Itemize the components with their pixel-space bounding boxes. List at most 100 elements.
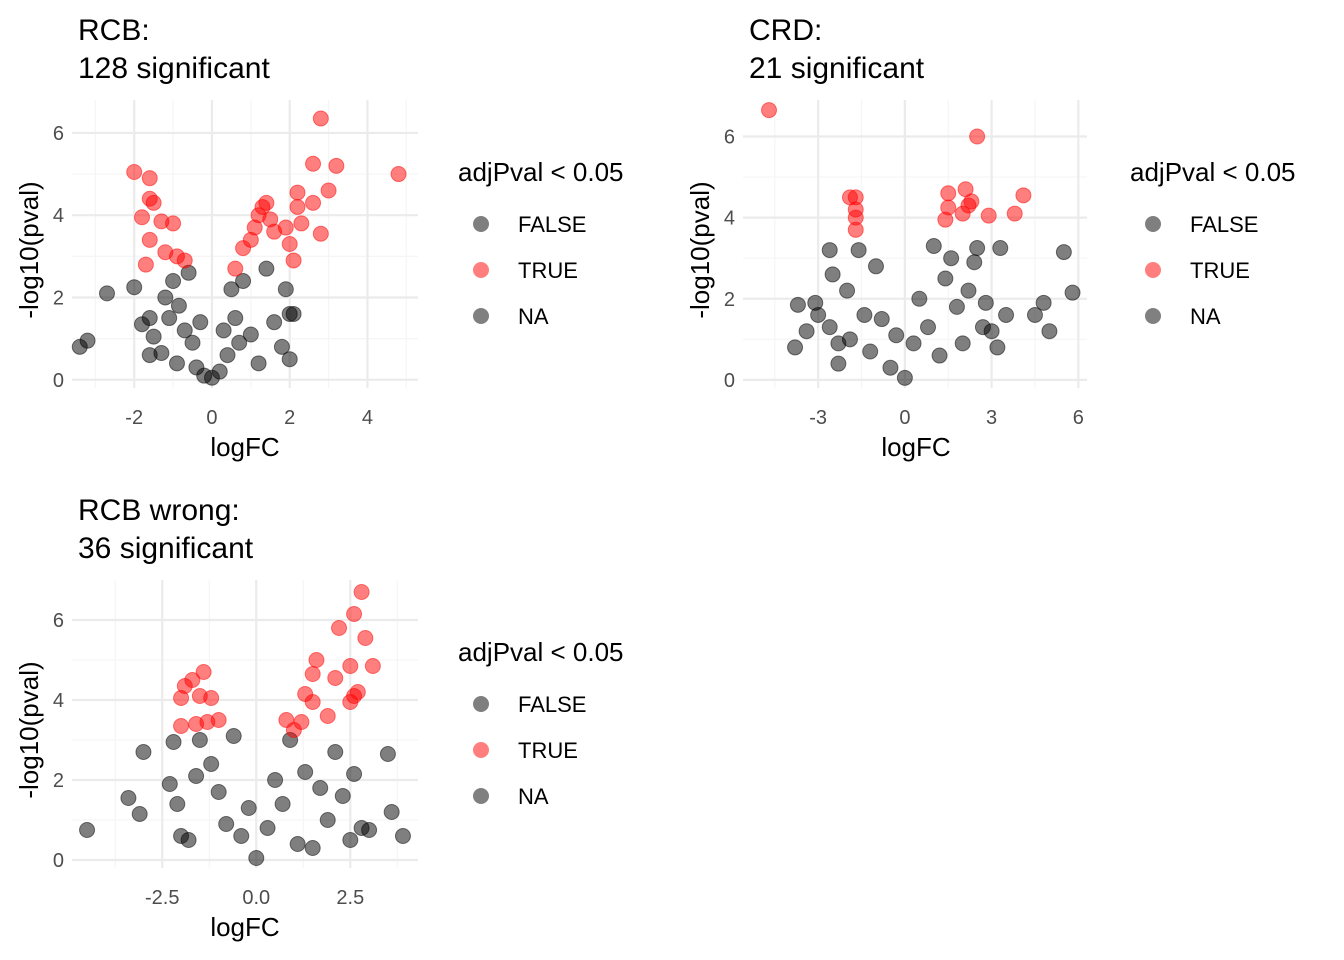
data-point-false: [176, 322, 193, 339]
data-point-false: [126, 279, 143, 296]
legend-title: adjPval < 0.05: [458, 157, 624, 187]
data-point-false: [170, 297, 187, 314]
data-point-true: [176, 252, 193, 269]
data-point-true: [173, 718, 190, 734]
data-point-false: [285, 305, 302, 322]
data-point-true: [141, 231, 158, 248]
legend-label-true: TRUE: [1190, 258, 1250, 283]
data-point-false: [821, 319, 838, 336]
data-point-false: [334, 788, 351, 804]
data-point-true: [342, 658, 359, 674]
data-point-true: [285, 252, 302, 269]
y-tick-label: 6: [724, 127, 735, 149]
panel-rcb: RCB: 128 significant -2 0 2 4 0 2 4 6 logFC -lo…: [14, 14, 624, 462]
legend-label-false: FALSE: [518, 212, 586, 237]
data-point-false: [931, 347, 948, 364]
data-point-false: [188, 768, 205, 784]
panel-title-line2: 36 significant: [78, 532, 254, 565]
data-point-false: [219, 347, 236, 364]
x-tick-label: 2.5: [336, 887, 364, 909]
data-point-false: [157, 289, 174, 306]
data-point-false: [787, 339, 804, 356]
panel-title-line1: CRD:: [749, 14, 822, 47]
data-point-false: [960, 282, 977, 299]
data-point-false: [361, 822, 378, 838]
data-point-false: [810, 306, 827, 323]
data-point-false: [841, 331, 858, 348]
data-point-true: [847, 221, 864, 238]
x-tick-label: 6: [1073, 407, 1084, 429]
data-point-true: [289, 184, 306, 201]
data-point-true: [195, 664, 212, 680]
data-point-false: [145, 328, 162, 345]
data-point-true: [137, 256, 154, 273]
data-point-true: [1015, 187, 1032, 204]
y-tick-label: 4: [53, 205, 64, 227]
data-point-true: [980, 207, 997, 224]
data-point-true: [349, 684, 366, 700]
legend-key-true: [1145, 262, 1161, 278]
data-point-false: [319, 812, 336, 828]
data-point-false: [79, 822, 96, 838]
data-point-false: [165, 273, 182, 290]
data-point-false: [1035, 294, 1052, 311]
data-point-false: [920, 319, 937, 336]
data-point-false: [169, 796, 186, 812]
panel-rcb-wrong: RCB wrong: 36 significant -2.5 0.0 2.5 0 2 4 6…: [14, 494, 624, 942]
data-point-false: [882, 359, 899, 376]
data-point-false: [896, 369, 913, 386]
plot-area: -2 0 2 4 0 2 4 6: [53, 100, 418, 429]
data-point-false: [327, 744, 344, 760]
x-tick-label: 0: [899, 407, 910, 429]
data-point-false: [1026, 306, 1043, 323]
legend-label-na: NA: [518, 784, 549, 809]
data-point-false: [342, 832, 359, 848]
data-point-true: [327, 670, 344, 686]
legend-label-na: NA: [518, 304, 549, 329]
data-point-false: [1041, 323, 1058, 340]
x-axis-label: logFC: [210, 432, 279, 462]
y-tick-label: 0: [53, 850, 64, 872]
data-point-true: [319, 708, 336, 724]
data-point-true: [940, 185, 957, 202]
data-point-false: [862, 343, 879, 360]
data-point-true: [293, 215, 310, 232]
legend-title: adjPval < 0.05: [1130, 157, 1296, 187]
y-axis-label: -log10(pval): [685, 181, 715, 318]
data-point-false: [281, 351, 298, 368]
y-tick-label: 2: [53, 770, 64, 792]
data-point-false: [830, 355, 847, 372]
data-point-true: [331, 620, 348, 636]
data-point-false: [383, 804, 400, 820]
data-point-false: [289, 836, 306, 852]
data-point-false: [180, 832, 197, 848]
data-point-false: [937, 270, 954, 287]
data-point-true: [210, 712, 227, 728]
data-point-true: [761, 102, 778, 119]
data-point-false: [218, 816, 235, 832]
panel-title-line1: RCB:: [78, 14, 150, 47]
legend-label-false: FALSE: [1190, 212, 1258, 237]
x-tick-label: -2: [125, 407, 143, 429]
data-point-true: [145, 194, 162, 211]
y-tick-label: 0: [724, 370, 735, 392]
data-point-false: [277, 281, 294, 298]
legend-label-false: FALSE: [518, 692, 586, 717]
data-point-false: [250, 355, 267, 372]
panel-title-line2: 128 significant: [78, 52, 270, 85]
x-axis-label: logFC: [210, 912, 279, 942]
data-point-true: [364, 658, 381, 674]
data-point-false: [943, 250, 960, 267]
y-axis-label: -log10(pval): [14, 661, 44, 798]
data-point-false: [850, 242, 867, 259]
data-point-true: [126, 164, 143, 180]
data-point-true: [281, 236, 298, 252]
data-point-false: [153, 345, 170, 362]
data-point-false: [192, 314, 209, 331]
x-tick-label: 3: [986, 407, 997, 429]
legend-key-false: [473, 216, 489, 232]
data-point-false: [304, 840, 321, 856]
data-point-false: [983, 323, 1000, 340]
data-point-false: [789, 296, 806, 313]
data-point-true: [305, 194, 322, 211]
